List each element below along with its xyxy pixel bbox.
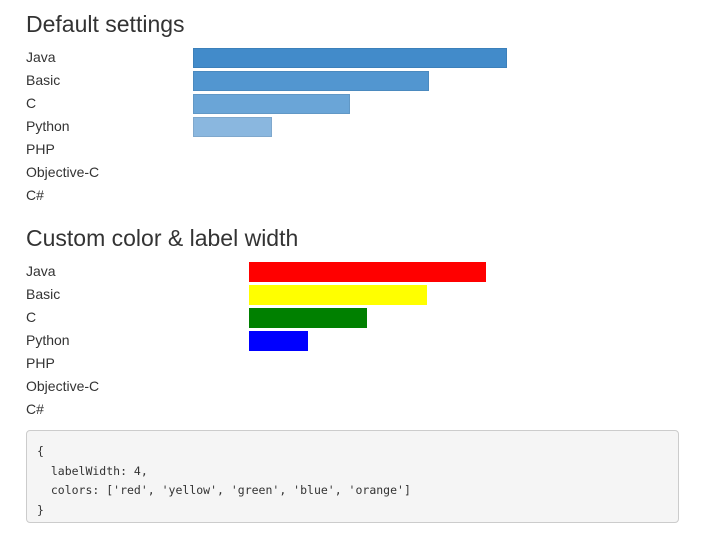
chart-row: C# [0, 398, 705, 421]
bar [193, 117, 272, 137]
bar-label: C# [26, 401, 44, 417]
chart-row: Python [0, 115, 705, 138]
bar [193, 48, 507, 68]
bar-label: Java [26, 263, 56, 279]
chart-row: Python [0, 329, 705, 352]
bar [248, 262, 486, 282]
bar [193, 94, 350, 114]
bar-label: C [26, 95, 37, 111]
bar-label: PHP [26, 355, 55, 371]
bar [193, 71, 429, 91]
bar-label: C [26, 309, 37, 325]
custom-color-title: Custom color & label width [26, 225, 299, 251]
chart-row: Objective-C [0, 375, 705, 398]
chart-row: C# [0, 184, 705, 207]
default-settings-title: Default settings [26, 11, 185, 37]
config-code-block: { labelWidth: 4, colors: ['red', 'yellow… [26, 430, 679, 523]
bar [248, 285, 427, 305]
chart-row: C [0, 92, 705, 115]
chart-row: PHP [0, 352, 705, 375]
chart-row: PHP [0, 138, 705, 161]
bar-label: Basic [26, 72, 61, 88]
chart-row: C [0, 306, 705, 329]
chart-row: Java [0, 260, 705, 283]
bar-label: C# [26, 187, 44, 203]
bar-label: Basic [26, 286, 61, 302]
chart-row: Basic [0, 69, 705, 92]
chart-row: Objective-C [0, 161, 705, 184]
bar-label: Java [26, 49, 56, 65]
bar-label: PHP [26, 141, 55, 157]
bar-label: Objective-C [26, 378, 100, 394]
bar-label: Objective-C [26, 164, 100, 180]
chart-row: Basic [0, 283, 705, 306]
chart-row: Java [0, 46, 705, 69]
bar [248, 331, 308, 351]
bar-label: Python [26, 118, 70, 134]
bar [248, 308, 368, 328]
bar-label: Python [26, 332, 70, 348]
